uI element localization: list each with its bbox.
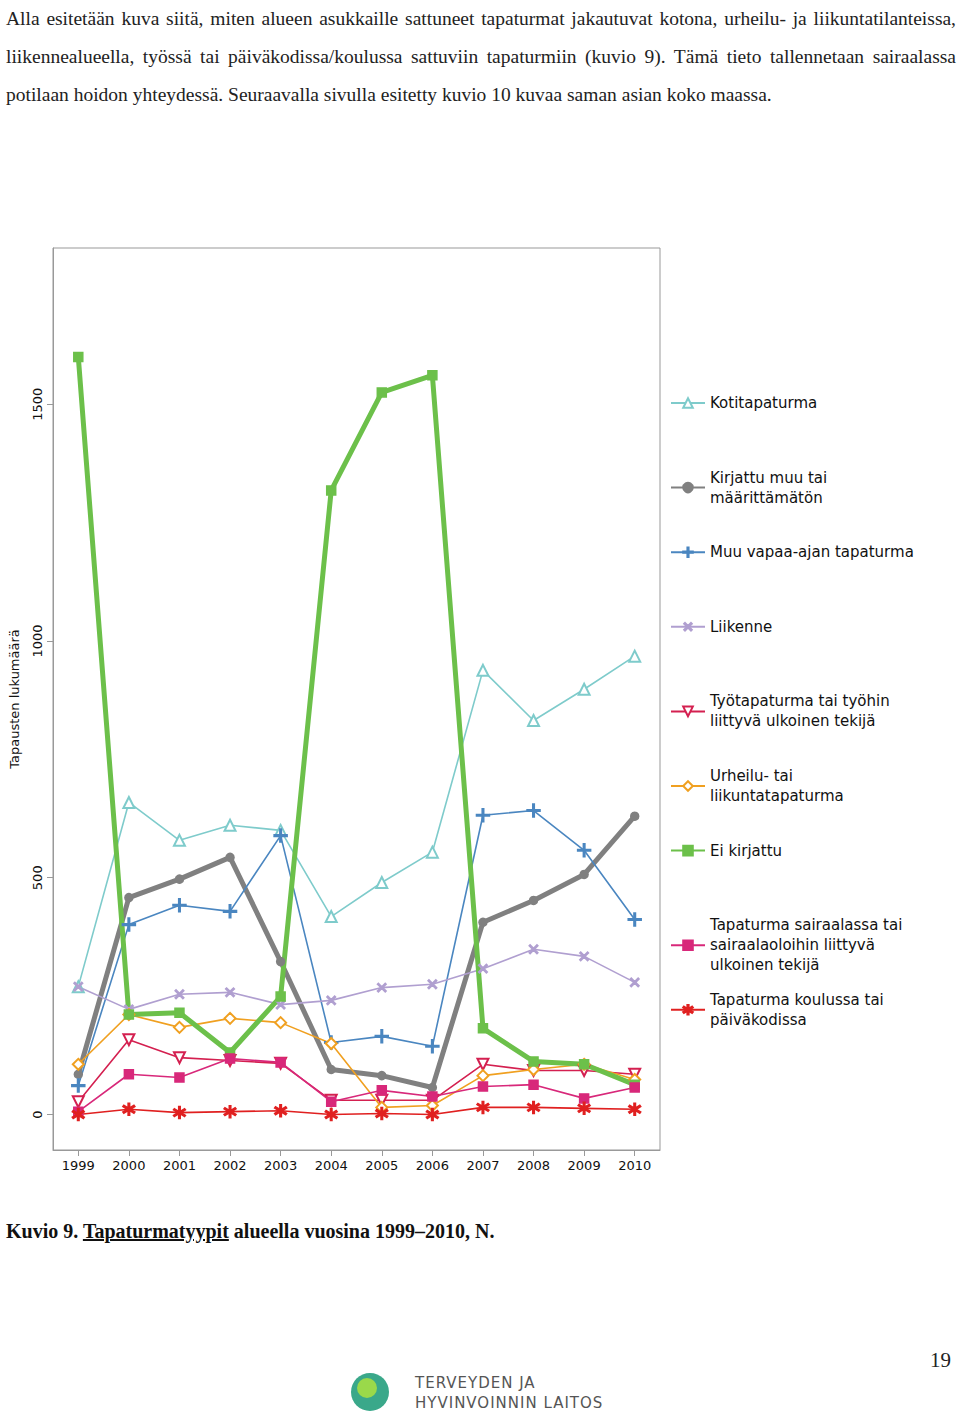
svg-text:1500: 1500 — [30, 388, 45, 421]
svg-text:sairaalaoloihin liittyvä: sairaalaoloihin liittyvä — [710, 936, 880, 954]
svg-text:2002: 2002 — [213, 1158, 246, 1173]
svg-text:Työtapaturma tai työhin: Työtapaturma tai työhin — [709, 692, 894, 710]
svg-text:HYVINVOINNIN LAITOS: HYVINVOINNIN LAITOS — [415, 1394, 603, 1412]
svg-text:ulkoinen tekijä: ulkoinen tekijä — [710, 956, 820, 974]
svg-text:500: 500 — [30, 865, 45, 890]
svg-text:Liikenne: Liikenne — [710, 618, 772, 636]
svg-text:Kotitapaturma: Kotitapaturma — [710, 394, 817, 412]
svg-text:2006: 2006 — [416, 1158, 449, 1173]
svg-text:Tapausten lukumäärä: Tapausten lukumäärä — [7, 629, 22, 770]
svg-text:liikuntatapaturma: liikuntatapaturma — [710, 787, 844, 805]
svg-text:2004: 2004 — [315, 1158, 348, 1173]
svg-text:Kirjattu muu tai: Kirjattu muu tai — [710, 469, 832, 487]
svg-text:1000: 1000 — [30, 624, 45, 657]
svg-text:1999: 1999 — [62, 1158, 95, 1173]
svg-text:Ei kirjattu: Ei kirjattu — [710, 842, 782, 860]
svg-text:Urheilu- tai: Urheilu- tai — [710, 767, 798, 785]
svg-text:TERVEYDEN JA: TERVEYDEN JA — [414, 1374, 536, 1392]
svg-text:Tapaturma koulussa tai: Tapaturma koulussa tai — [709, 991, 889, 1009]
html-text:Alla esitetään kuva siitä, mit: Alla esitetään kuva siitä, miten alueen … — [6, 8, 956, 105]
svg-text:määrittämätön: määrittämätön — [710, 489, 823, 507]
svg-text:2005: 2005 — [365, 1158, 398, 1173]
svg-text:liittyvä ulkoinen tekijä: liittyvä ulkoinen tekijä — [710, 712, 875, 730]
svg-text:2010: 2010 — [618, 1158, 651, 1173]
html-text:19: 19 — [930, 1348, 951, 1372]
html-text:Kuvio 9. Tapaturmatyypit aluee: Kuvio 9. Tapaturmatyypit alueella vuosin… — [6, 1220, 495, 1242]
svg-text:0: 0 — [30, 1110, 45, 1118]
svg-text:2000: 2000 — [112, 1158, 145, 1173]
svg-text:2008: 2008 — [517, 1158, 550, 1173]
svg-text:Muu vapaa-ajan tapaturma: Muu vapaa-ajan tapaturma — [710, 543, 914, 561]
svg-text:päiväkodissa: päiväkodissa — [710, 1011, 807, 1029]
svg-text:2007: 2007 — [466, 1158, 499, 1173]
svg-text:2003: 2003 — [264, 1158, 297, 1173]
svg-text:2001: 2001 — [163, 1158, 196, 1173]
svg-text:Tapaturma sairaalassa tai: Tapaturma sairaalassa tai — [709, 916, 907, 934]
svg-text:2009: 2009 — [568, 1158, 601, 1173]
